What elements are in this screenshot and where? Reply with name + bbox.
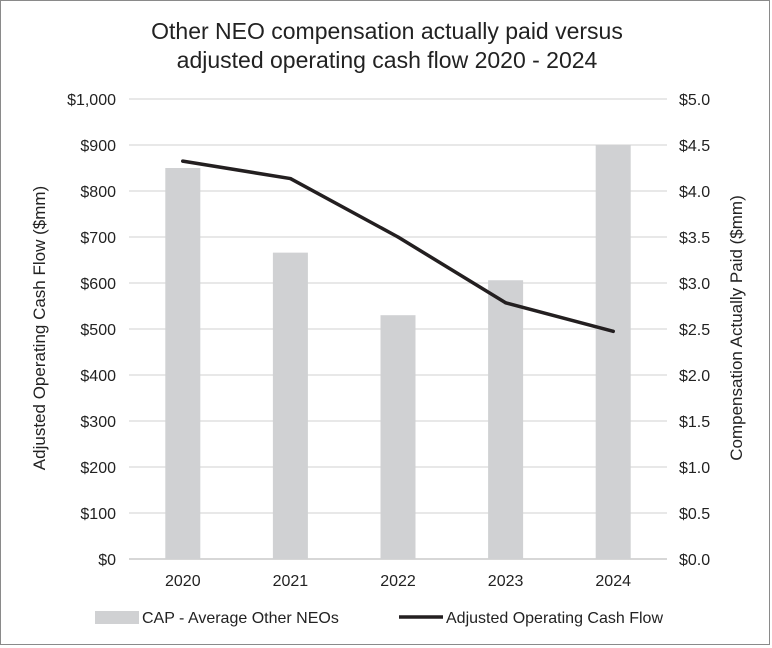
x-axis-ticks: 2020 2021 2022 2023 2024 (165, 573, 631, 590)
left-tick-label: $700 (80, 230, 116, 247)
x-tick-label: 2021 (273, 573, 309, 590)
left-tick-label: $600 (80, 276, 116, 293)
right-axis-ticks: $0.0 $0.5 $1.0 $1.5 $2.0 $2.5 $3.0 $3.5 $4.0 $4.5… (679, 92, 710, 569)
legend-label-line: Adjusted Operating Cash Flow (446, 610, 663, 627)
left-tick-label: $300 (80, 414, 116, 431)
legend-swatch-bar (95, 611, 139, 624)
right-tick-label: $2.5 (679, 322, 710, 339)
left-axis-ticks: $0 $100 $200 $300 $400 $500 $600 $700 $800 $900 $1… (67, 92, 116, 569)
line-point (181, 159, 185, 163)
bar (272, 252, 308, 559)
left-tick-label: $1,000 (67, 92, 116, 109)
line-point (288, 176, 292, 181)
right-axis-label: Compensation Actually Paid ($mm) (727, 195, 746, 461)
right-tick-label: $4.0 (679, 184, 710, 201)
legend-label-bar: CAP - Average Other NEOs (142, 610, 339, 627)
x-tick-label: 2022 (380, 573, 416, 590)
left-tick-label: $900 (80, 138, 116, 155)
left-tick-label: $500 (80, 322, 116, 339)
right-tick-label: $2.0 (679, 368, 710, 385)
right-tick-label: $0.0 (679, 552, 710, 569)
left-tick-label: $100 (80, 506, 116, 523)
left-axis-label: Adjusted Operating Cash Flow ($mm) (30, 186, 49, 470)
chart-title-line-1: Other NEO compensation actually paid ver… (151, 18, 623, 44)
legend: CAP - Average Other NEOs Adjusted Operat… (95, 610, 663, 627)
left-tick-label: $0 (98, 552, 116, 569)
bar (165, 168, 201, 559)
line-point (396, 235, 400, 239)
chart-title-line-2: adjusted operating cash flow 2020 - 2024 (177, 47, 598, 73)
left-tick-label: $400 (80, 368, 116, 385)
right-tick-label: $1.5 (679, 414, 710, 431)
right-tick-label: $3.5 (679, 230, 710, 247)
line-point (504, 301, 508, 305)
bar-series (165, 145, 631, 559)
line-point (611, 329, 615, 333)
right-tick-label: $3.0 (679, 276, 710, 293)
x-tick-label: 2020 (165, 573, 201, 590)
series-line (181, 159, 615, 334)
x-tick-label: 2023 (488, 573, 524, 590)
line-series (181, 159, 615, 334)
right-tick-label: $5.0 (679, 92, 710, 109)
left-tick-label: $200 (80, 460, 116, 477)
right-tick-label: $1.0 (679, 460, 710, 477)
right-tick-label: $4.5 (679, 138, 710, 155)
bar (595, 145, 631, 559)
bar (488, 280, 524, 559)
right-tick-label: $0.5 (679, 506, 710, 523)
left-tick-label: $800 (80, 184, 116, 201)
x-tick-label: 2024 (595, 573, 631, 590)
bar (380, 315, 416, 559)
